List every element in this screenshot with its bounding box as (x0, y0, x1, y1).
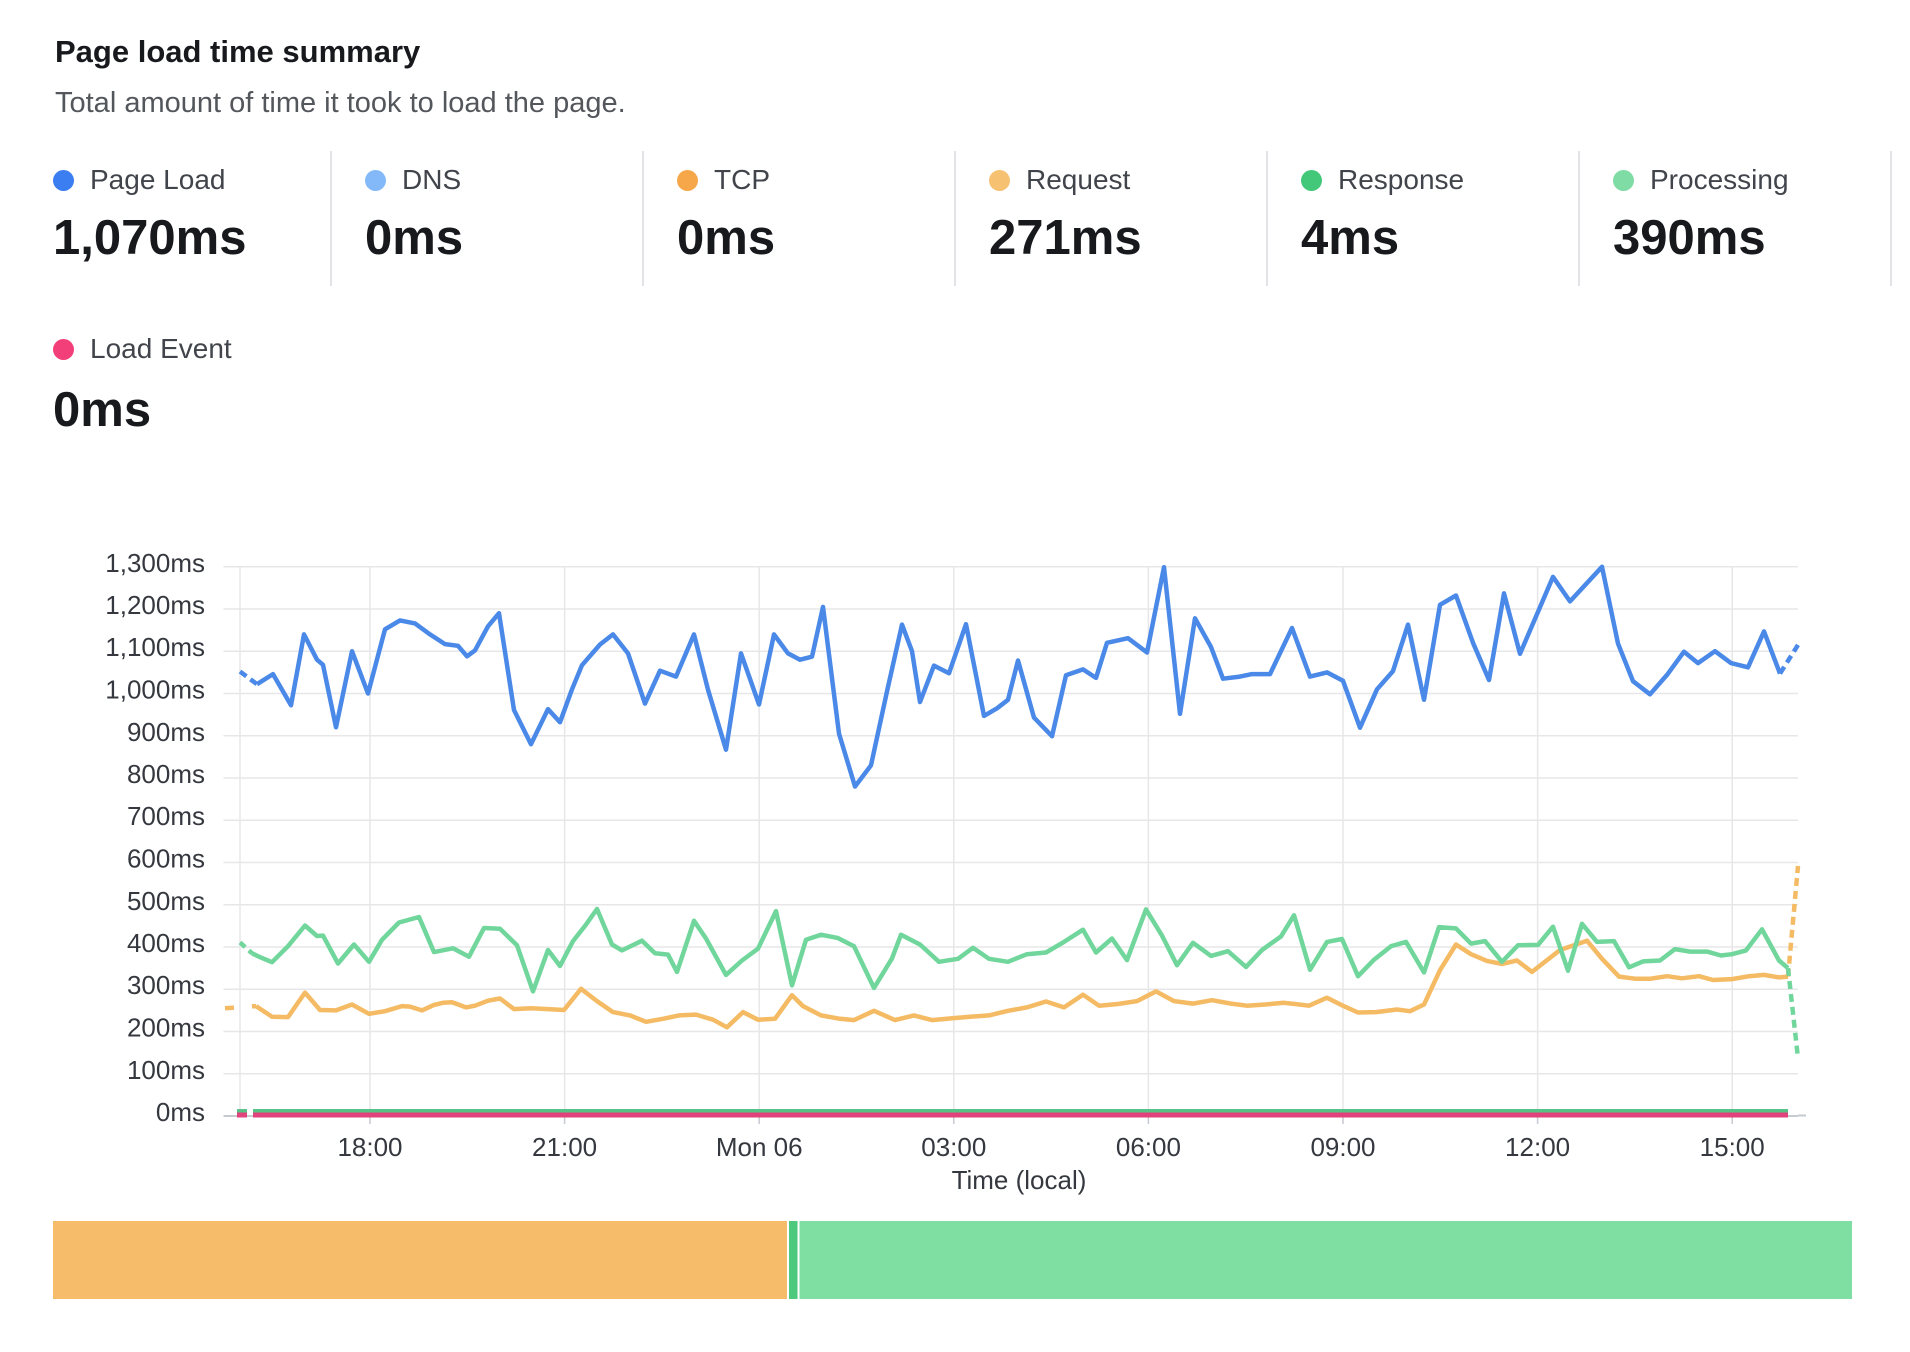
svg-text:800ms: 800ms (127, 759, 205, 789)
svg-text:500ms: 500ms (127, 886, 205, 916)
svg-text:1,200ms: 1,200ms (105, 590, 205, 620)
svg-text:1,100ms: 1,100ms (105, 632, 205, 662)
svg-text:700ms: 700ms (127, 801, 205, 831)
svg-text:12:00: 12:00 (1505, 1132, 1570, 1162)
svg-text:Time (local): Time (local) (952, 1165, 1087, 1195)
svg-text:900ms: 900ms (127, 717, 205, 747)
svg-text:21:00: 21:00 (532, 1132, 597, 1162)
svg-text:600ms: 600ms (127, 844, 205, 874)
svg-text:Mon 06: Mon 06 (716, 1132, 803, 1162)
svg-text:06:00: 06:00 (1116, 1132, 1181, 1162)
svg-text:1,300ms: 1,300ms (105, 548, 205, 578)
svg-text:15:00: 15:00 (1700, 1132, 1765, 1162)
svg-text:400ms: 400ms (127, 928, 205, 958)
svg-text:100ms: 100ms (127, 1055, 205, 1085)
svg-text:300ms: 300ms (127, 970, 205, 1000)
svg-text:0ms: 0ms (156, 1097, 205, 1127)
svg-text:18:00: 18:00 (337, 1132, 402, 1162)
svg-text:1,000ms: 1,000ms (105, 675, 205, 705)
svg-text:09:00: 09:00 (1310, 1132, 1375, 1162)
svg-text:200ms: 200ms (127, 1013, 205, 1043)
svg-text:03:00: 03:00 (921, 1132, 986, 1162)
